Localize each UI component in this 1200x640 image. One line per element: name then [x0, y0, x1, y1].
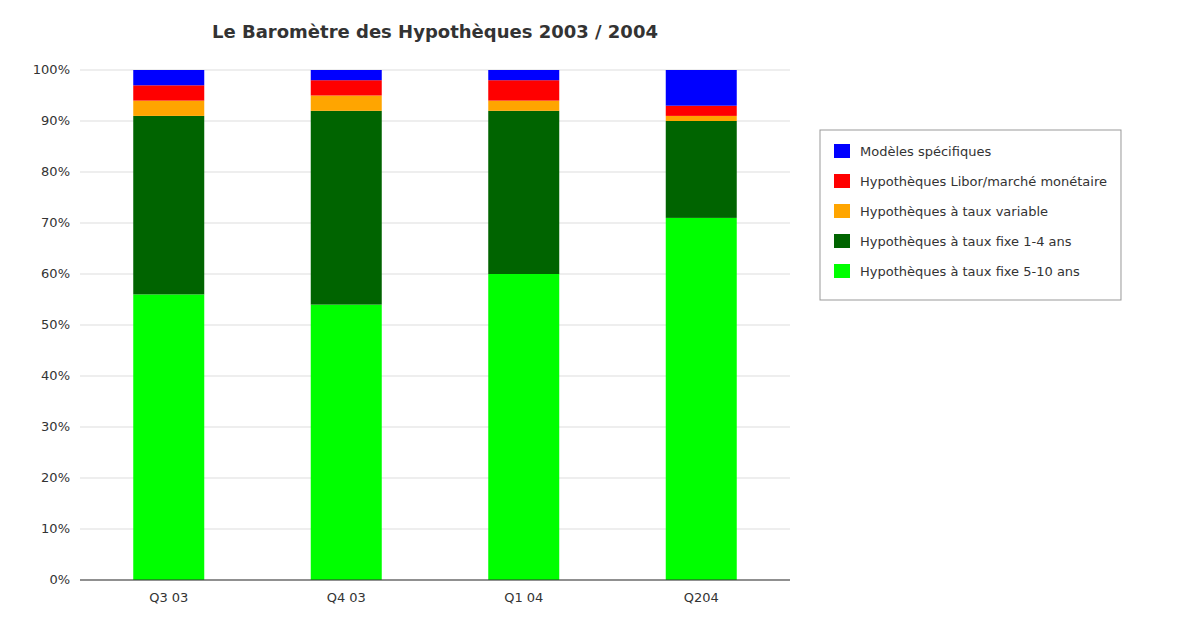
bars [133, 70, 737, 580]
legend-label: Hypothèques Libor/marché monétaire [860, 174, 1107, 189]
legend-label: Hypothèques à taux fixe 5-10 ans [860, 264, 1080, 279]
bar [666, 218, 737, 580]
bar [488, 80, 559, 100]
chart: Le Baromètre des Hypothèques 2003 / 2004… [0, 0, 1200, 640]
x-tick-label: Q4 03 [327, 590, 366, 605]
legend-label: Hypothèques à taux variable [860, 204, 1048, 219]
y-tick-label: 70% [41, 215, 70, 230]
bar [311, 70, 382, 80]
bar [488, 70, 559, 80]
bar [666, 121, 737, 218]
legend-box [820, 130, 1121, 300]
x-tick-label: Q3 03 [149, 590, 188, 605]
bar [133, 116, 204, 295]
x-tick-label: Q1 04 [504, 590, 543, 605]
bar [311, 96, 382, 111]
bar [133, 70, 204, 85]
y-tick-label: 10% [41, 521, 70, 536]
y-tick-label: 80% [41, 164, 70, 179]
legend-swatch [834, 174, 850, 188]
bar [666, 70, 737, 106]
y-tick-label: 20% [41, 470, 70, 485]
y-tick-label: 40% [41, 368, 70, 383]
bar [488, 274, 559, 580]
y-tick-label: 30% [41, 419, 70, 434]
legend-swatch [834, 264, 850, 278]
grid-line [80, 580, 790, 581]
bar [311, 111, 382, 305]
legend-swatch [834, 234, 850, 248]
title: Le Baromètre des Hypothèques 2003 / 2004 [212, 21, 658, 42]
legend-label: Hypothèques à taux fixe 1-4 ans [860, 234, 1072, 249]
bar [133, 85, 204, 100]
y-axis: 0% 10% 20% 30% 40% 50% 60% 70% 80% 90% 100% [33, 62, 790, 587]
bar [488, 111, 559, 274]
x-tick-label: Q204 [684, 590, 719, 605]
legend-swatch [834, 144, 850, 158]
x-axis-line [80, 580, 790, 581]
bar [311, 80, 382, 95]
bar [488, 101, 559, 111]
y-tick-label: 90% [41, 113, 70, 128]
legend-swatch [834, 204, 850, 218]
y-tick-label: 0% [49, 572, 70, 587]
page: {"chart_data": {"type": "bar", "stacked"… [0, 0, 1200, 640]
y-tick-label: 60% [41, 266, 70, 281]
bar [311, 305, 382, 580]
legend: Modèles spécifiques Hypothèques Libor/mar… [820, 130, 1121, 300]
bar [666, 116, 737, 121]
bar [133, 294, 204, 580]
x-axis: Q3 03 Q4 03 Q1 04 Q204 [80, 580, 790, 605]
y-tick-label: 50% [41, 317, 70, 332]
legend-label: Modèles spécifiques [860, 144, 991, 159]
bar [133, 101, 204, 116]
y-tick-label: 100% [33, 62, 70, 77]
bar [666, 106, 737, 116]
